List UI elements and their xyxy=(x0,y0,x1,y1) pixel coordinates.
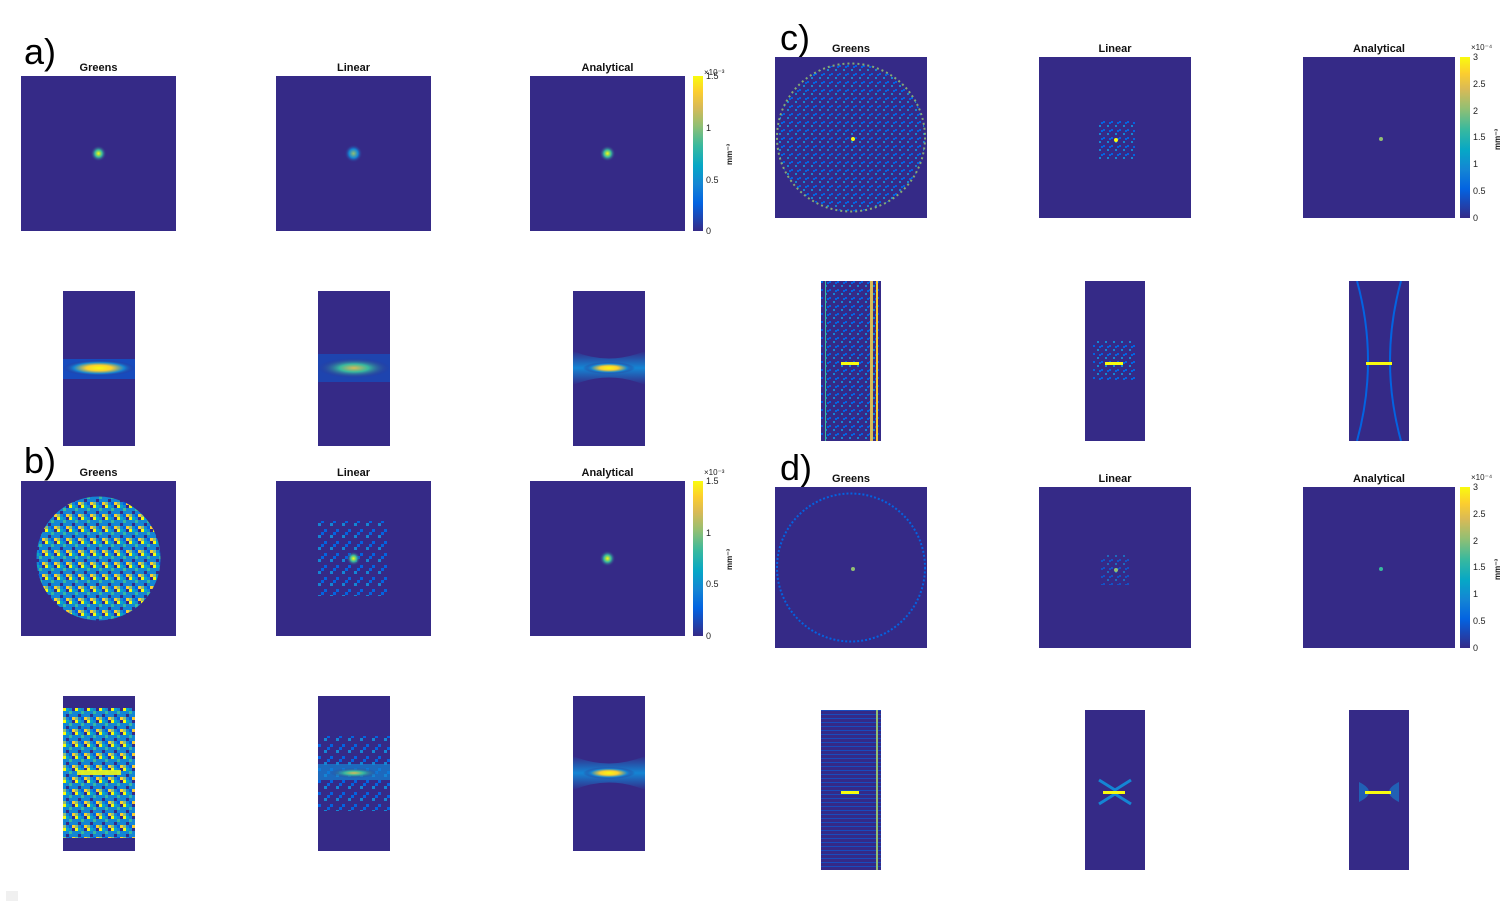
panel-a-colorbar xyxy=(693,76,703,231)
panel-d-colorbar-tick: 0 xyxy=(1473,643,1479,653)
panel-c-colorbar-tick: 1 xyxy=(1473,159,1479,169)
panel-b-colorbar-tick: 0.5 xyxy=(706,579,719,589)
panel-a-colorbar-tick: 0.5 xyxy=(706,175,719,185)
panel-c-title-linear: Linear xyxy=(1098,43,1132,55)
panel-c-greens-xz-map xyxy=(821,281,881,441)
panel-c-colorbar-tick: 3 xyxy=(1473,52,1479,62)
panel-d-colorbar-tick: 1 xyxy=(1473,589,1479,599)
panel-d-title-linear: Linear xyxy=(1098,473,1132,485)
panel-c-colorbar xyxy=(1460,57,1470,218)
panel-a-title-greens: Greens xyxy=(79,62,118,74)
panel-d-colorbar-tick: 3 xyxy=(1473,482,1479,492)
panel-b-analytical-xy-map xyxy=(530,481,685,636)
panel-c-title-analytical: Analytical xyxy=(1353,43,1405,55)
panel-b-greens-xz-map xyxy=(63,696,135,851)
panel-b-colorbar-exponent: ×10⁻³ xyxy=(704,468,725,477)
panel-c-colorbar-exponent: ×10⁻⁴ xyxy=(1471,43,1493,52)
panel-b-colorbar-tick: 1.5 xyxy=(706,476,719,486)
panel-a-title-analytical: Analytical xyxy=(581,62,634,74)
panel-d-linear-xz-map xyxy=(1085,710,1145,870)
panel-a-colorbar-tick: 1 xyxy=(706,123,712,133)
panel-d-analytical-xz-map xyxy=(1349,710,1409,870)
panel-a-linear-xy-map xyxy=(276,76,431,231)
panel-d-title-greens: Greens xyxy=(832,473,870,485)
panel-d-colorbar-unit: mm⁻³ xyxy=(1493,558,1502,580)
panel-b-label: b) xyxy=(24,440,57,481)
panel-d-colorbar-tick: 2 xyxy=(1473,536,1479,546)
panel-d-analytical-xy-map xyxy=(1303,487,1455,648)
panel-d-colorbar-tick: 0.5 xyxy=(1473,616,1486,626)
panel-d-greens-xz-map xyxy=(821,710,881,870)
panel-a-linear-xz-map xyxy=(318,291,390,446)
panel-c-label: c) xyxy=(780,17,810,58)
panel-b-colorbar-tick: 1 xyxy=(706,528,712,538)
panel-b-linear-xz-map xyxy=(318,696,390,851)
panel-b-colorbar-unit: mm⁻³ xyxy=(725,548,734,570)
panel-b-colorbar xyxy=(693,481,703,636)
panel-a-greens-xy-map xyxy=(21,76,176,231)
panel-b-greens-xy-map xyxy=(21,481,176,636)
panel-c-greens-xy-map xyxy=(775,57,927,218)
panel-d-colorbar-tick: 2.5 xyxy=(1473,509,1486,519)
panel-b-linear-xy-map xyxy=(276,481,431,636)
panel-a-colorbar-tick: 1.5 xyxy=(706,71,719,81)
panel-b-title-linear: Linear xyxy=(336,467,370,479)
panel-a-analytical-xz-map xyxy=(573,291,645,446)
panel-b-title-greens: Greens xyxy=(79,467,118,479)
panel-d-greens-xy-map xyxy=(775,487,927,648)
panel-a-label: a) xyxy=(24,31,57,72)
panel-b-analytical-xz-map xyxy=(573,696,645,851)
panel-a-colorbar-unit: mm⁻³ xyxy=(725,143,734,165)
panel-c-linear-xy-map xyxy=(1039,57,1191,218)
panel-c-colorbar-tick: 0.5 xyxy=(1473,186,1486,196)
panel-b-colorbar-tick: 0 xyxy=(706,631,712,641)
panel-d-linear-xy-map xyxy=(1039,487,1191,648)
panel-a-greens-xz-map xyxy=(63,291,135,446)
panel-c-colorbar-tick: 2.5 xyxy=(1473,79,1486,89)
panel-a-analytical-xy-map xyxy=(530,76,685,231)
panel-c-linear-xz-map xyxy=(1085,281,1145,441)
panel-a-title-linear: Linear xyxy=(336,62,370,74)
panel-c-colorbar-tick: 1.5 xyxy=(1473,132,1486,142)
panel-c-colorbar-tick: 0 xyxy=(1473,213,1479,223)
panel-c-analytical-xz-map xyxy=(1349,281,1409,441)
panel-b-title-analytical: Analytical xyxy=(581,467,634,479)
panel-c-colorbar-tick: 2 xyxy=(1473,106,1479,116)
panel-d-label: d) xyxy=(780,447,813,488)
corner-mark xyxy=(6,891,18,901)
panel-c-title-greens: Greens xyxy=(832,43,870,55)
panel-a-colorbar-tick: 0 xyxy=(706,226,712,236)
panel-d-title-analytical: Analytical xyxy=(1353,473,1405,485)
panel-a-colorbar-exponent: ×10⁻³ xyxy=(704,68,725,77)
panel-d-colorbar-tick: 1.5 xyxy=(1473,562,1486,572)
panel-d-colorbar xyxy=(1460,487,1470,648)
panel-c-analytical-xy-map xyxy=(1303,57,1455,218)
panel-c-colorbar-unit: mm⁻³ xyxy=(1493,128,1502,150)
panel-d-colorbar-exponent: ×10⁻⁴ xyxy=(1471,473,1493,482)
